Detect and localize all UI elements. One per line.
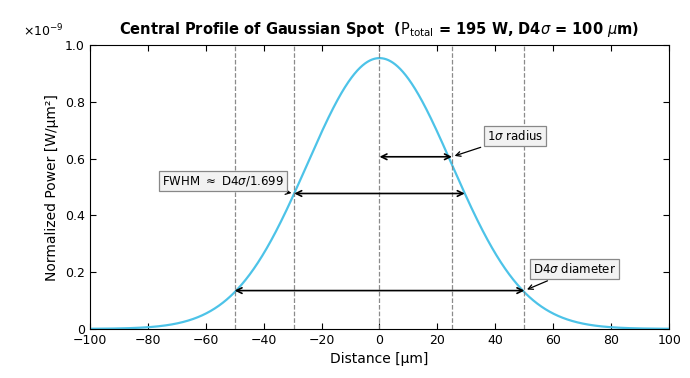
Text: $\times\mathregular{10}^{\mathregular{-9}}$: $\times\mathregular{10}^{\mathregular{-9… (23, 23, 63, 40)
X-axis label: Distance [μm]: Distance [μm] (331, 352, 428, 366)
Y-axis label: Normalized Power [W/μm²]: Normalized Power [W/μm²] (46, 94, 59, 280)
Text: 1$\sigma$ radius: 1$\sigma$ radius (456, 129, 543, 156)
Text: D4$\sigma$ diameter: D4$\sigma$ diameter (529, 262, 616, 289)
Text: FWHM $\approx$ D4$\sigma$/1.699: FWHM $\approx$ D4$\sigma$/1.699 (162, 174, 290, 194)
Title: Central Profile of Gaussian Spot  ($\mathrm{P_{total}}$ = 195 W, D4$\sigma$ = 10: Central Profile of Gaussian Spot ($\math… (119, 20, 640, 39)
